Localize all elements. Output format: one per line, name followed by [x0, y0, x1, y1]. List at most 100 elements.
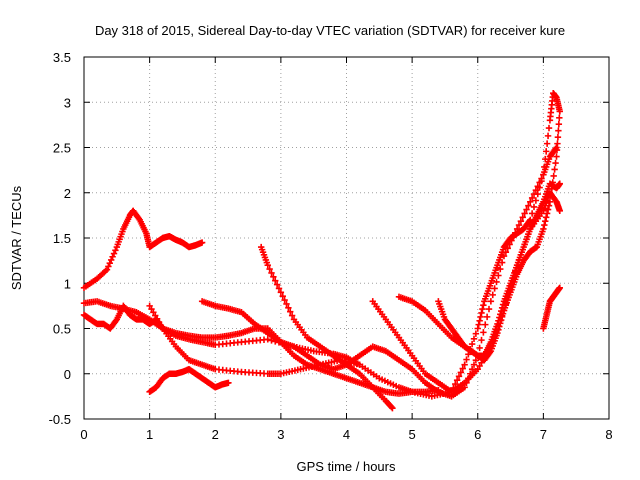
data-point [548, 185, 556, 193]
data-point [103, 266, 111, 273]
data-point [536, 184, 543, 191]
x-tick-label: 8 [605, 427, 612, 442]
data-point [483, 313, 491, 321]
data-point [107, 256, 115, 264]
y-tick-label: -0.5 [49, 412, 71, 427]
data-point [556, 108, 563, 115]
data-point [264, 336, 271, 343]
data-point [549, 179, 556, 186]
series-track-6 [198, 144, 560, 400]
data-point [486, 349, 494, 356]
data-point [556, 207, 563, 215]
data-point [476, 317, 483, 324]
data-point [542, 217, 549, 225]
data-point [272, 277, 279, 284]
x-tick-label: 7 [540, 427, 547, 442]
data-point [470, 335, 478, 343]
data-point [491, 285, 498, 292]
y-tick-label: 0 [64, 367, 71, 382]
data-point [389, 404, 396, 412]
y-tick-label: 2 [64, 186, 71, 201]
data-point [554, 140, 561, 147]
data-point [485, 305, 493, 313]
data-point [482, 321, 489, 328]
data-point [479, 305, 486, 313]
data-point [472, 330, 480, 337]
data-point [542, 148, 550, 155]
data-point [277, 289, 285, 296]
data-point [470, 361, 478, 368]
data-point [152, 312, 159, 319]
data-point [287, 308, 294, 315]
data-point [109, 253, 116, 260]
series-track-10 [435, 108, 563, 364]
y-tick-label: 1.5 [53, 231, 71, 246]
y-tick-label: 0.5 [53, 322, 71, 337]
data-point [550, 172, 557, 180]
data-point [266, 265, 273, 273]
data-point [556, 284, 563, 291]
data-point [525, 202, 532, 209]
data-point [475, 321, 482, 328]
data-point [519, 214, 526, 221]
x-tick-label: 4 [343, 427, 350, 442]
data-point [478, 336, 485, 344]
data-point [528, 210, 536, 217]
x-tick-label: 1 [146, 427, 153, 442]
data-point [461, 361, 468, 368]
data-point [476, 344, 483, 352]
data-point [448, 388, 455, 396]
data-point [110, 250, 118, 257]
series-track-7 [257, 243, 396, 412]
data-point [283, 300, 290, 308]
data-point [521, 210, 528, 217]
data-point [538, 177, 545, 185]
data-point [555, 121, 563, 128]
data-point [551, 166, 558, 173]
data-point [480, 302, 487, 309]
data-point [534, 190, 541, 198]
data-point [455, 373, 463, 380]
data-point [497, 316, 505, 324]
data-point [106, 260, 113, 267]
data-point [542, 155, 549, 163]
x-tick-label: 0 [80, 427, 87, 442]
data-point [225, 379, 232, 386]
data-point [515, 221, 523, 229]
data-point [468, 340, 476, 348]
y-tick-label: 2.5 [53, 141, 71, 156]
data-point [478, 309, 485, 317]
series-track-9 [395, 180, 563, 359]
data-point [487, 298, 495, 305]
data-point [498, 313, 506, 321]
data-point [450, 384, 457, 392]
data-point [268, 269, 275, 277]
x-tick-label: 5 [409, 427, 416, 442]
data-point [554, 133, 562, 141]
data-point [530, 203, 538, 211]
data-point [279, 292, 286, 300]
series-track-8 [369, 90, 563, 396]
data-point [497, 320, 504, 327]
data-point [474, 366, 481, 373]
data-point [527, 198, 534, 205]
data-point [544, 132, 552, 140]
data-point [105, 263, 112, 270]
data-point [541, 221, 548, 229]
data-point [198, 239, 206, 246]
data-point [493, 278, 500, 286]
data-point [472, 356, 480, 364]
series-track-1 [80, 207, 206, 291]
data-point [540, 225, 547, 233]
y-tick-label: 3 [64, 95, 71, 110]
data-point [532, 197, 540, 204]
data-point [288, 312, 296, 319]
data-point [463, 379, 470, 386]
data-point [285, 304, 292, 312]
grid [84, 57, 609, 419]
data-point [463, 356, 470, 363]
data-point [496, 323, 503, 330]
data-point [556, 114, 563, 121]
data-point [476, 362, 483, 370]
